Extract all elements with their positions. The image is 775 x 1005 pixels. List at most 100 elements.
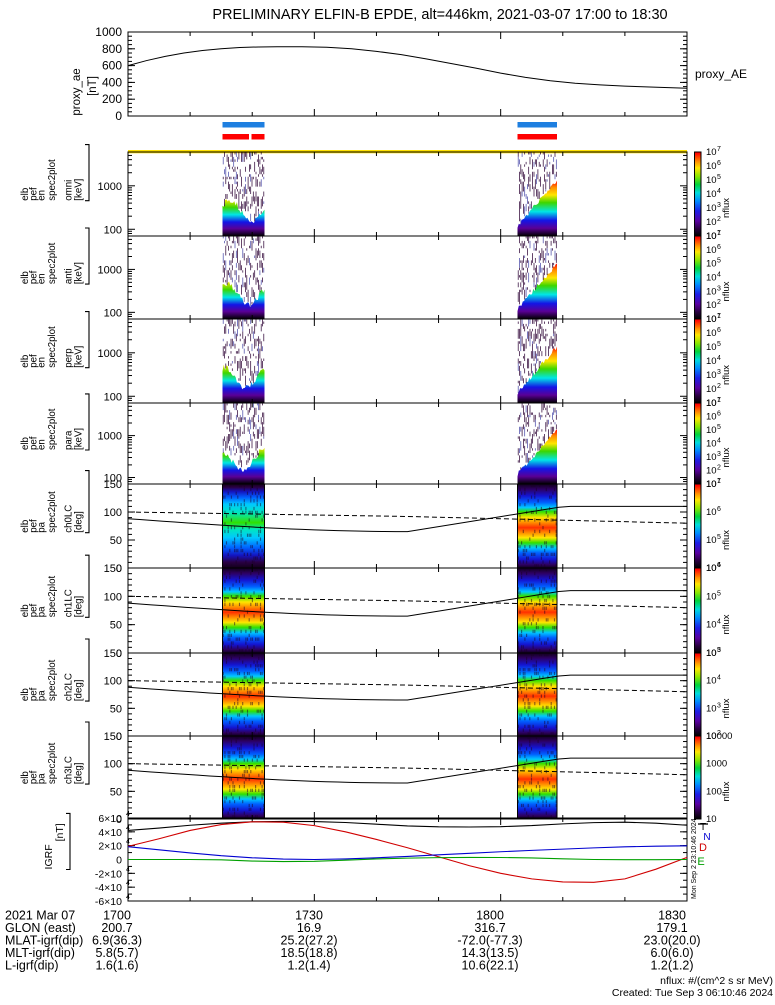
svg-text:10: 10 [706,466,717,477]
svg-text:1000: 1000 [706,759,727,770]
svg-text:10: 10 [706,425,717,436]
svg-text:100: 100 [104,391,122,403]
svg-text:E: E [697,856,704,868]
svg-text:nflux: nflux [721,698,732,718]
svg-text:6×10: 6×10 [98,813,122,825]
svg-text:10: 10 [706,286,717,297]
svg-text:10: 10 [706,147,717,158]
svg-text:4: 4 [717,438,721,445]
svg-text:[nT]: [nT] [87,76,99,96]
svg-text:10: 10 [706,231,717,242]
svg-text:100: 100 [104,224,122,236]
svg-text:6: 6 [717,327,721,334]
svg-text:1000: 1000 [98,348,122,360]
svg-text:6: 6 [717,411,721,418]
svg-text:10: 10 [706,273,717,284]
svg-text:1000: 1000 [98,181,122,193]
svg-text:1.6(1.6): 1.6(1.6) [95,959,138,973]
svg-text:1.2(1.4): 1.2(1.4) [287,959,330,973]
svg-text:5: 5 [717,341,721,348]
svg-text:5: 5 [717,258,721,265]
svg-text:nflux: nflux [721,198,732,218]
svg-text:spec2plot: spec2plot [47,242,58,284]
svg-text:en: en [37,439,48,450]
svg-text:10: 10 [706,203,717,214]
svg-text:10: 10 [706,356,717,367]
svg-text:spec2plot: spec2plot [47,742,58,784]
svg-text:6: 6 [717,244,721,251]
svg-text:10: 10 [706,300,717,311]
svg-text:10: 10 [706,535,717,546]
svg-text:proxy_ae: proxy_ae [71,68,83,115]
svg-text:pa: pa [37,606,48,617]
svg-text:10: 10 [706,370,717,381]
svg-text:PRELIMINARY ELFIN-B EPDE, alt=: PRELIMINARY ELFIN-B EPDE, alt=446km, 202… [212,7,667,23]
svg-text:nflux: nflux [721,530,732,550]
svg-text:4: 4 [717,272,721,279]
svg-text:100: 100 [104,676,122,688]
svg-text:nflux: #/(cm^2 s sr MeV): nflux: #/(cm^2 s sr MeV) [660,975,773,987]
svg-text:[keV]: [keV] [74,346,85,368]
svg-text:2×10: 2×10 [98,841,122,853]
svg-text:[keV]: [keV] [74,428,85,450]
svg-text:spec2plot: spec2plot [47,326,58,368]
svg-text:[deg]: [deg] [74,680,85,702]
svg-text:10: 10 [706,507,717,518]
svg-text:7: 7 [717,146,721,153]
svg-text:4: 4 [717,675,721,682]
svg-text:4: 4 [717,355,721,362]
svg-text:7: 7 [717,397,721,404]
svg-text:[keV]: [keV] [74,179,85,201]
svg-text:L-igrf(dip): L-igrf(dip) [5,959,59,973]
svg-text:pa: pa [37,690,48,701]
svg-text:5: 5 [717,424,721,431]
svg-text:Created: Tue Sep 3 06:10:46 2: Created: Tue Sep 3 06:10:46 2024 [612,987,773,999]
svg-text:Mon Sep 2 23:10:46 2024: Mon Sep 2 23:10:46 2024 [691,818,698,899]
svg-text:50: 50 [110,535,122,547]
svg-text:D: D [699,842,707,854]
svg-text:10: 10 [706,620,717,631]
svg-text:10: 10 [706,452,717,463]
svg-text:nflux: nflux [721,614,732,634]
svg-text:4×10: 4×10 [98,827,122,839]
svg-text:100: 100 [104,759,122,771]
svg-text:5: 5 [717,590,721,597]
svg-text:150: 150 [104,731,122,743]
svg-text:pa: pa [37,521,48,532]
svg-text:6: 6 [717,506,721,513]
svg-text:en: en [37,357,48,368]
svg-text:nflux: nflux [721,281,732,301]
svg-text:proxy_AE: proxy_AE [695,67,747,81]
svg-text:100: 100 [104,591,122,603]
svg-text:10: 10 [706,676,717,687]
svg-text:50: 50 [110,620,122,632]
svg-text:10: 10 [706,314,717,325]
svg-text:10.6(22.1): 10.6(22.1) [462,959,519,973]
svg-text:4: 4 [126,880,130,887]
svg-text:1000: 1000 [98,264,122,276]
svg-text:10000: 10000 [706,731,732,742]
svg-text:spec2plot: spec2plot [47,659,58,701]
svg-text:en: en [37,273,48,284]
svg-text:7: 7 [717,313,721,320]
svg-text:en: en [37,190,48,201]
svg-text:nflux: nflux [721,365,732,385]
svg-text:10: 10 [706,398,717,409]
svg-text:10: 10 [706,259,717,270]
svg-text:10: 10 [706,161,717,172]
svg-text:10: 10 [706,439,717,450]
svg-text:150: 150 [104,648,122,660]
svg-text:400: 400 [102,75,122,89]
svg-text:[deg]: [deg] [74,511,85,533]
svg-text:[nT]: [nT] [54,823,66,841]
svg-text:7: 7 [717,230,721,237]
svg-text:10: 10 [706,648,717,659]
svg-text:1.2(1.2): 1.2(1.2) [650,959,693,973]
svg-text:nflux: nflux [721,447,732,467]
svg-text:4: 4 [126,866,130,873]
svg-text:0: 0 [115,109,122,123]
svg-text:10: 10 [706,328,717,339]
svg-text:50: 50 [110,786,122,798]
svg-text:1000: 1000 [98,431,122,443]
svg-text:10: 10 [706,703,717,714]
